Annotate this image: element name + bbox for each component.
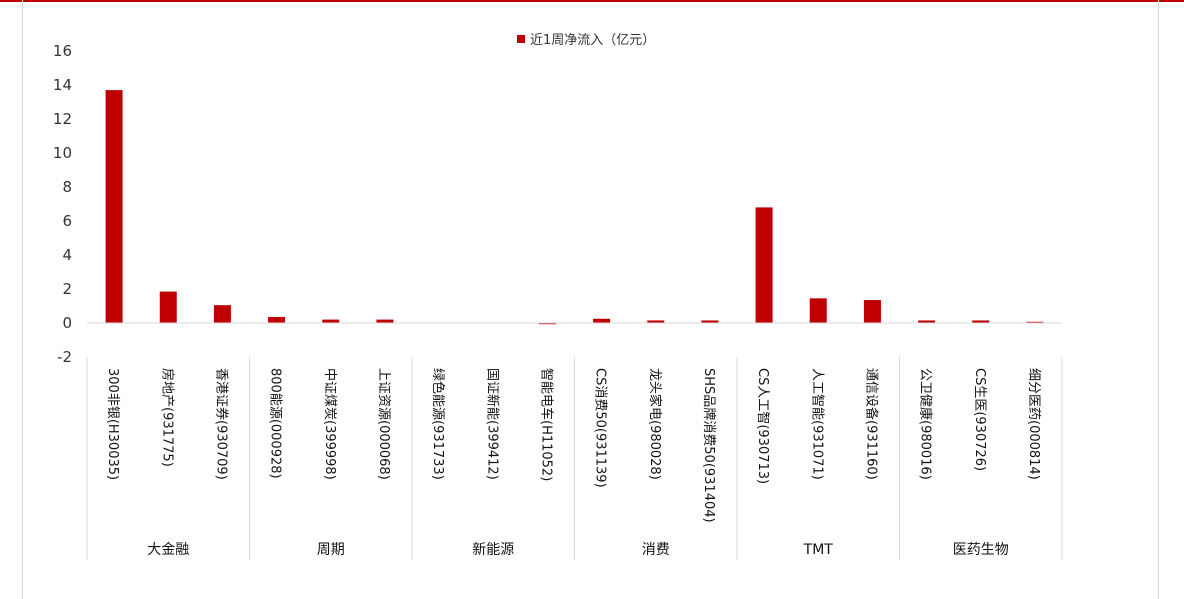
bar bbox=[647, 320, 665, 323]
y-tick-label: 14 bbox=[53, 76, 72, 94]
category-label: 300非银(H30035) bbox=[105, 368, 120, 480]
legend-swatch bbox=[517, 35, 525, 43]
category-label: CS消费50(931139) bbox=[593, 368, 608, 488]
y-tick-label: 4 bbox=[62, 246, 72, 264]
y-tick-label: 16 bbox=[53, 42, 72, 60]
category-label: 绿色能源(931733) bbox=[430, 368, 446, 480]
y-tick-label: 12 bbox=[53, 110, 72, 128]
group-label: 医药生物 bbox=[953, 542, 1009, 558]
group-label: 大金融 bbox=[147, 542, 189, 558]
legend-label: 近1周净流入（亿元） bbox=[530, 33, 655, 48]
bar bbox=[863, 300, 881, 323]
category-label: 香港证券(930709) bbox=[213, 368, 229, 480]
y-tick-label: 2 bbox=[62, 280, 72, 298]
y-tick-label: -2 bbox=[57, 348, 72, 366]
group-label: 新能源 bbox=[472, 542, 514, 558]
legend: 近1周净流入（亿元） bbox=[517, 33, 655, 48]
category-label: 龙头家电(980028) bbox=[647, 368, 663, 480]
y-tick-label: 6 bbox=[62, 212, 72, 230]
y-tick-label: 0 bbox=[62, 314, 72, 332]
y-tick-label: 10 bbox=[53, 144, 72, 162]
category-label: CS人工智(930713) bbox=[755, 368, 770, 484]
x-axis: 300非银(H30035) 房地产(931775) 香港证券(930709) 800能… bbox=[86, 322, 1063, 560]
group-label: 消费 bbox=[642, 542, 670, 558]
category-label: 房地产(931775) bbox=[159, 368, 175, 467]
bar bbox=[538, 323, 556, 325]
bar bbox=[809, 298, 827, 323]
bar bbox=[918, 320, 936, 323]
bar bbox=[701, 320, 719, 323]
group-label: TMT bbox=[803, 542, 834, 558]
bar bbox=[593, 318, 611, 323]
group-label: 周期 bbox=[317, 542, 345, 558]
right-border bbox=[1158, 0, 1159, 599]
bars bbox=[105, 90, 1044, 325]
category-label: 800能源(000928) bbox=[268, 368, 283, 479]
bar bbox=[972, 320, 990, 323]
category-label: CS生医(930726) bbox=[972, 368, 987, 471]
category-label: 上证资源(000068) bbox=[376, 368, 391, 480]
category-label: SHS品牌消费50(931404) bbox=[701, 368, 717, 523]
category-label: 中证煤炭(399998) bbox=[322, 368, 337, 480]
bar bbox=[1026, 321, 1044, 323]
category-label: 公卫健康(980016) bbox=[918, 368, 934, 480]
category-label: 智能电车(H11052) bbox=[538, 368, 554, 481]
left-border bbox=[22, 0, 23, 599]
bar bbox=[322, 319, 340, 323]
y-tick-label: 8 bbox=[62, 178, 72, 196]
bar bbox=[159, 291, 177, 323]
bar bbox=[213, 305, 231, 323]
category-label: 人工智能(931071) bbox=[809, 368, 824, 480]
bar bbox=[755, 207, 773, 323]
bar bbox=[105, 90, 123, 323]
bar bbox=[268, 317, 286, 323]
y-axis: -2 0 2 4 6 8 10 12 14 16 bbox=[53, 42, 72, 366]
category-label: 通信设备(931160) bbox=[863, 368, 879, 480]
category-label: 细分医药(000814) bbox=[1026, 368, 1041, 480]
top-border bbox=[0, 0, 1184, 2]
bar bbox=[376, 319, 394, 323]
category-label: 国证新能(399412) bbox=[484, 368, 500, 480]
